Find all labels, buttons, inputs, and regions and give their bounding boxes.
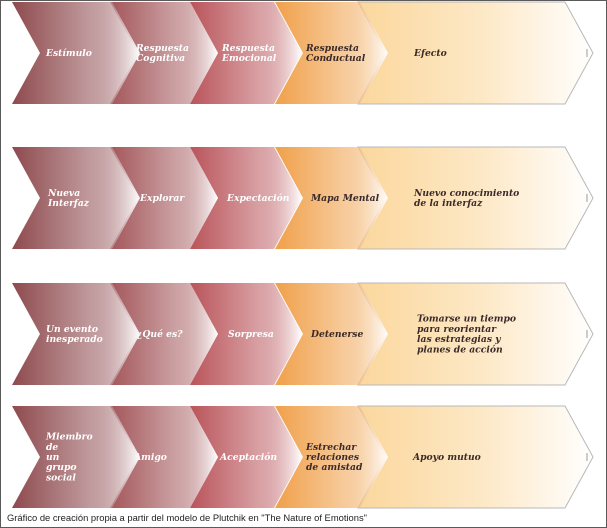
chevron-label-line: Explorar	[139, 193, 185, 204]
chevron-shape	[275, 406, 388, 508]
emotional-chevron: Aceptación	[190, 406, 302, 508]
chevron-label-line: Estímulo	[45, 48, 92, 59]
chevron-label-line: Respuesta	[135, 43, 189, 54]
chevron-label: Sorpresa	[228, 329, 274, 340]
chevron-shape	[190, 2, 302, 104]
chevron-shape	[275, 2, 388, 104]
chevron-label-line: de amistad	[306, 462, 363, 473]
row-new-interface: Nuevo conocimiento de la interfaz Mapa Men…	[12, 146, 594, 250]
chevron-label: Estímulo	[45, 48, 92, 59]
row-social-group: Apoyo mutuo Estrechar relaciones de amistad…	[12, 405, 594, 509]
chevron-label-line: Expectación	[226, 193, 290, 204]
effect-chevron: Apoyo mutuo	[357, 405, 594, 509]
chevron-label-line: Respuesta	[221, 43, 275, 54]
chevron-label: Nuevo conocimiento de la interfaz	[413, 188, 519, 209]
chevron-label-line: Efecto	[413, 48, 447, 59]
behavioral-chevron: Respuesta Conductual	[275, 2, 388, 104]
chevron-label: Expectación	[226, 193, 290, 204]
chevron-label-line: las estrategias y	[417, 334, 501, 345]
chevron-shape	[12, 147, 140, 249]
chevron-label: Un evento inesperado	[46, 324, 103, 345]
chevron-shape	[110, 2, 218, 104]
chevron-shape	[12, 2, 140, 104]
effect-chevron: Nuevo conocimiento de la interfaz	[357, 146, 594, 250]
stimulus-chevron: Estímulo	[12, 2, 140, 104]
chevron-shape	[110, 406, 218, 508]
chevron-shape	[110, 283, 218, 385]
chevron-label-line: Respuesta	[305, 43, 359, 54]
cognitive-chevron: ¿Qué es?	[110, 283, 218, 385]
chevron-label-line: un	[46, 452, 60, 463]
chevron-shape	[12, 406, 140, 508]
effect-chevron: Tomarse un tiempo para reorientar las estr…	[357, 282, 594, 386]
chevron-shape	[357, 1, 594, 105]
chevron-label-line: Un evento	[46, 324, 98, 335]
chevron-label-line: Sorpresa	[228, 329, 274, 340]
chevron-shape	[190, 283, 302, 385]
chevron-shape	[190, 406, 302, 508]
chevron-shape	[190, 147, 302, 249]
chevron-label-line: Aceptación	[219, 452, 277, 463]
cognitive-chevron: Explorar	[110, 147, 218, 249]
chevron-shape	[275, 147, 388, 249]
figure-caption: Gráfico de creación propia a partir del …	[7, 512, 367, 523]
chevron-label-line: Conductual	[306, 53, 366, 64]
chevron-label-line: Tomarse un tiempo	[417, 314, 516, 325]
chevron-label-line: Amigo	[133, 452, 167, 463]
chevron-shape	[110, 147, 218, 249]
behavioral-chevron: Detenerse	[275, 283, 388, 385]
chevron-shape	[12, 283, 140, 385]
chevron-label-line: ¿Qué es?	[136, 329, 183, 340]
chevron-label: ¿Qué es?	[136, 329, 183, 340]
chevron-label: Estrechar relaciones de amistad	[305, 442, 363, 473]
chevron-label: Respuesta Cognitiva	[135, 43, 189, 64]
chevron-label-line: Apoyo mutuo	[412, 452, 481, 463]
chevron-label-line: Nueva	[47, 188, 80, 199]
chevron-label-line: social	[46, 472, 76, 483]
behavioral-chevron: Estrechar relaciones de amistad	[275, 406, 388, 508]
stimulus-chevron: Un evento inesperado	[12, 283, 140, 385]
emotional-chevron: Respuesta Emocional	[190, 2, 302, 104]
chevron-label-line: de la interfaz	[414, 198, 483, 209]
chevron-label: Aceptación	[219, 452, 277, 463]
behavioral-chevron: Mapa Mental	[275, 147, 388, 249]
chevron-label: Tomarse un tiempo para reorientar las estr…	[417, 314, 516, 356]
chevron-label-line: grupo	[46, 462, 77, 473]
chevron-label-line: Estrechar	[305, 442, 357, 453]
chevron-label: Amigo	[133, 452, 167, 463]
chevron-label-line: relaciones	[306, 452, 359, 463]
chevron-label: Explorar	[139, 193, 185, 204]
chevron-label-line: Miembro	[45, 432, 93, 443]
stimulus-chevron: Nueva Interfaz	[12, 147, 140, 249]
chevron-label-line: de	[46, 442, 58, 453]
chevron-label-line: inesperado	[46, 334, 103, 345]
emotional-chevron: Sorpresa	[190, 283, 302, 385]
chevron-label-line: Mapa Mental	[310, 193, 380, 204]
chevron-label: Nueva Interfaz	[47, 188, 90, 209]
chevron-label: Efecto	[413, 48, 447, 59]
stimulus-chevron: Miembro de un grupo social	[12, 406, 140, 508]
chevron-label-line: Nuevo conocimiento	[413, 188, 519, 199]
chevron-shape	[275, 283, 388, 385]
cognitive-chevron: Amigo	[110, 406, 218, 508]
emotional-chevron: Expectación	[190, 147, 302, 249]
chevron-label-line: planes de acción	[417, 344, 503, 355]
effect-chevron: Efecto	[357, 1, 594, 105]
chevron-label: Respuesta Conductual	[305, 43, 366, 64]
chevron-label: Respuesta Emocional	[221, 43, 277, 64]
chevron-label-line: para reorientar	[417, 324, 497, 335]
cognitive-chevron: Respuesta Cognitiva	[110, 2, 218, 104]
row-unexpected-event: Tomarse un tiempo para reorientar las estr…	[12, 282, 594, 386]
chevron-label-line: Cognitiva	[136, 53, 185, 64]
chevron-label: Detenerse	[310, 329, 363, 340]
chevron-label-line: Detenerse	[310, 329, 363, 340]
chevron-label-line: Emocional	[221, 53, 277, 64]
chevron-label-line: Interfaz	[47, 198, 90, 209]
chevron-label: Mapa Mental	[310, 193, 380, 204]
chevron-label: Miembro de un grupo social	[45, 432, 93, 484]
chevron-label: Apoyo mutuo	[412, 452, 481, 463]
